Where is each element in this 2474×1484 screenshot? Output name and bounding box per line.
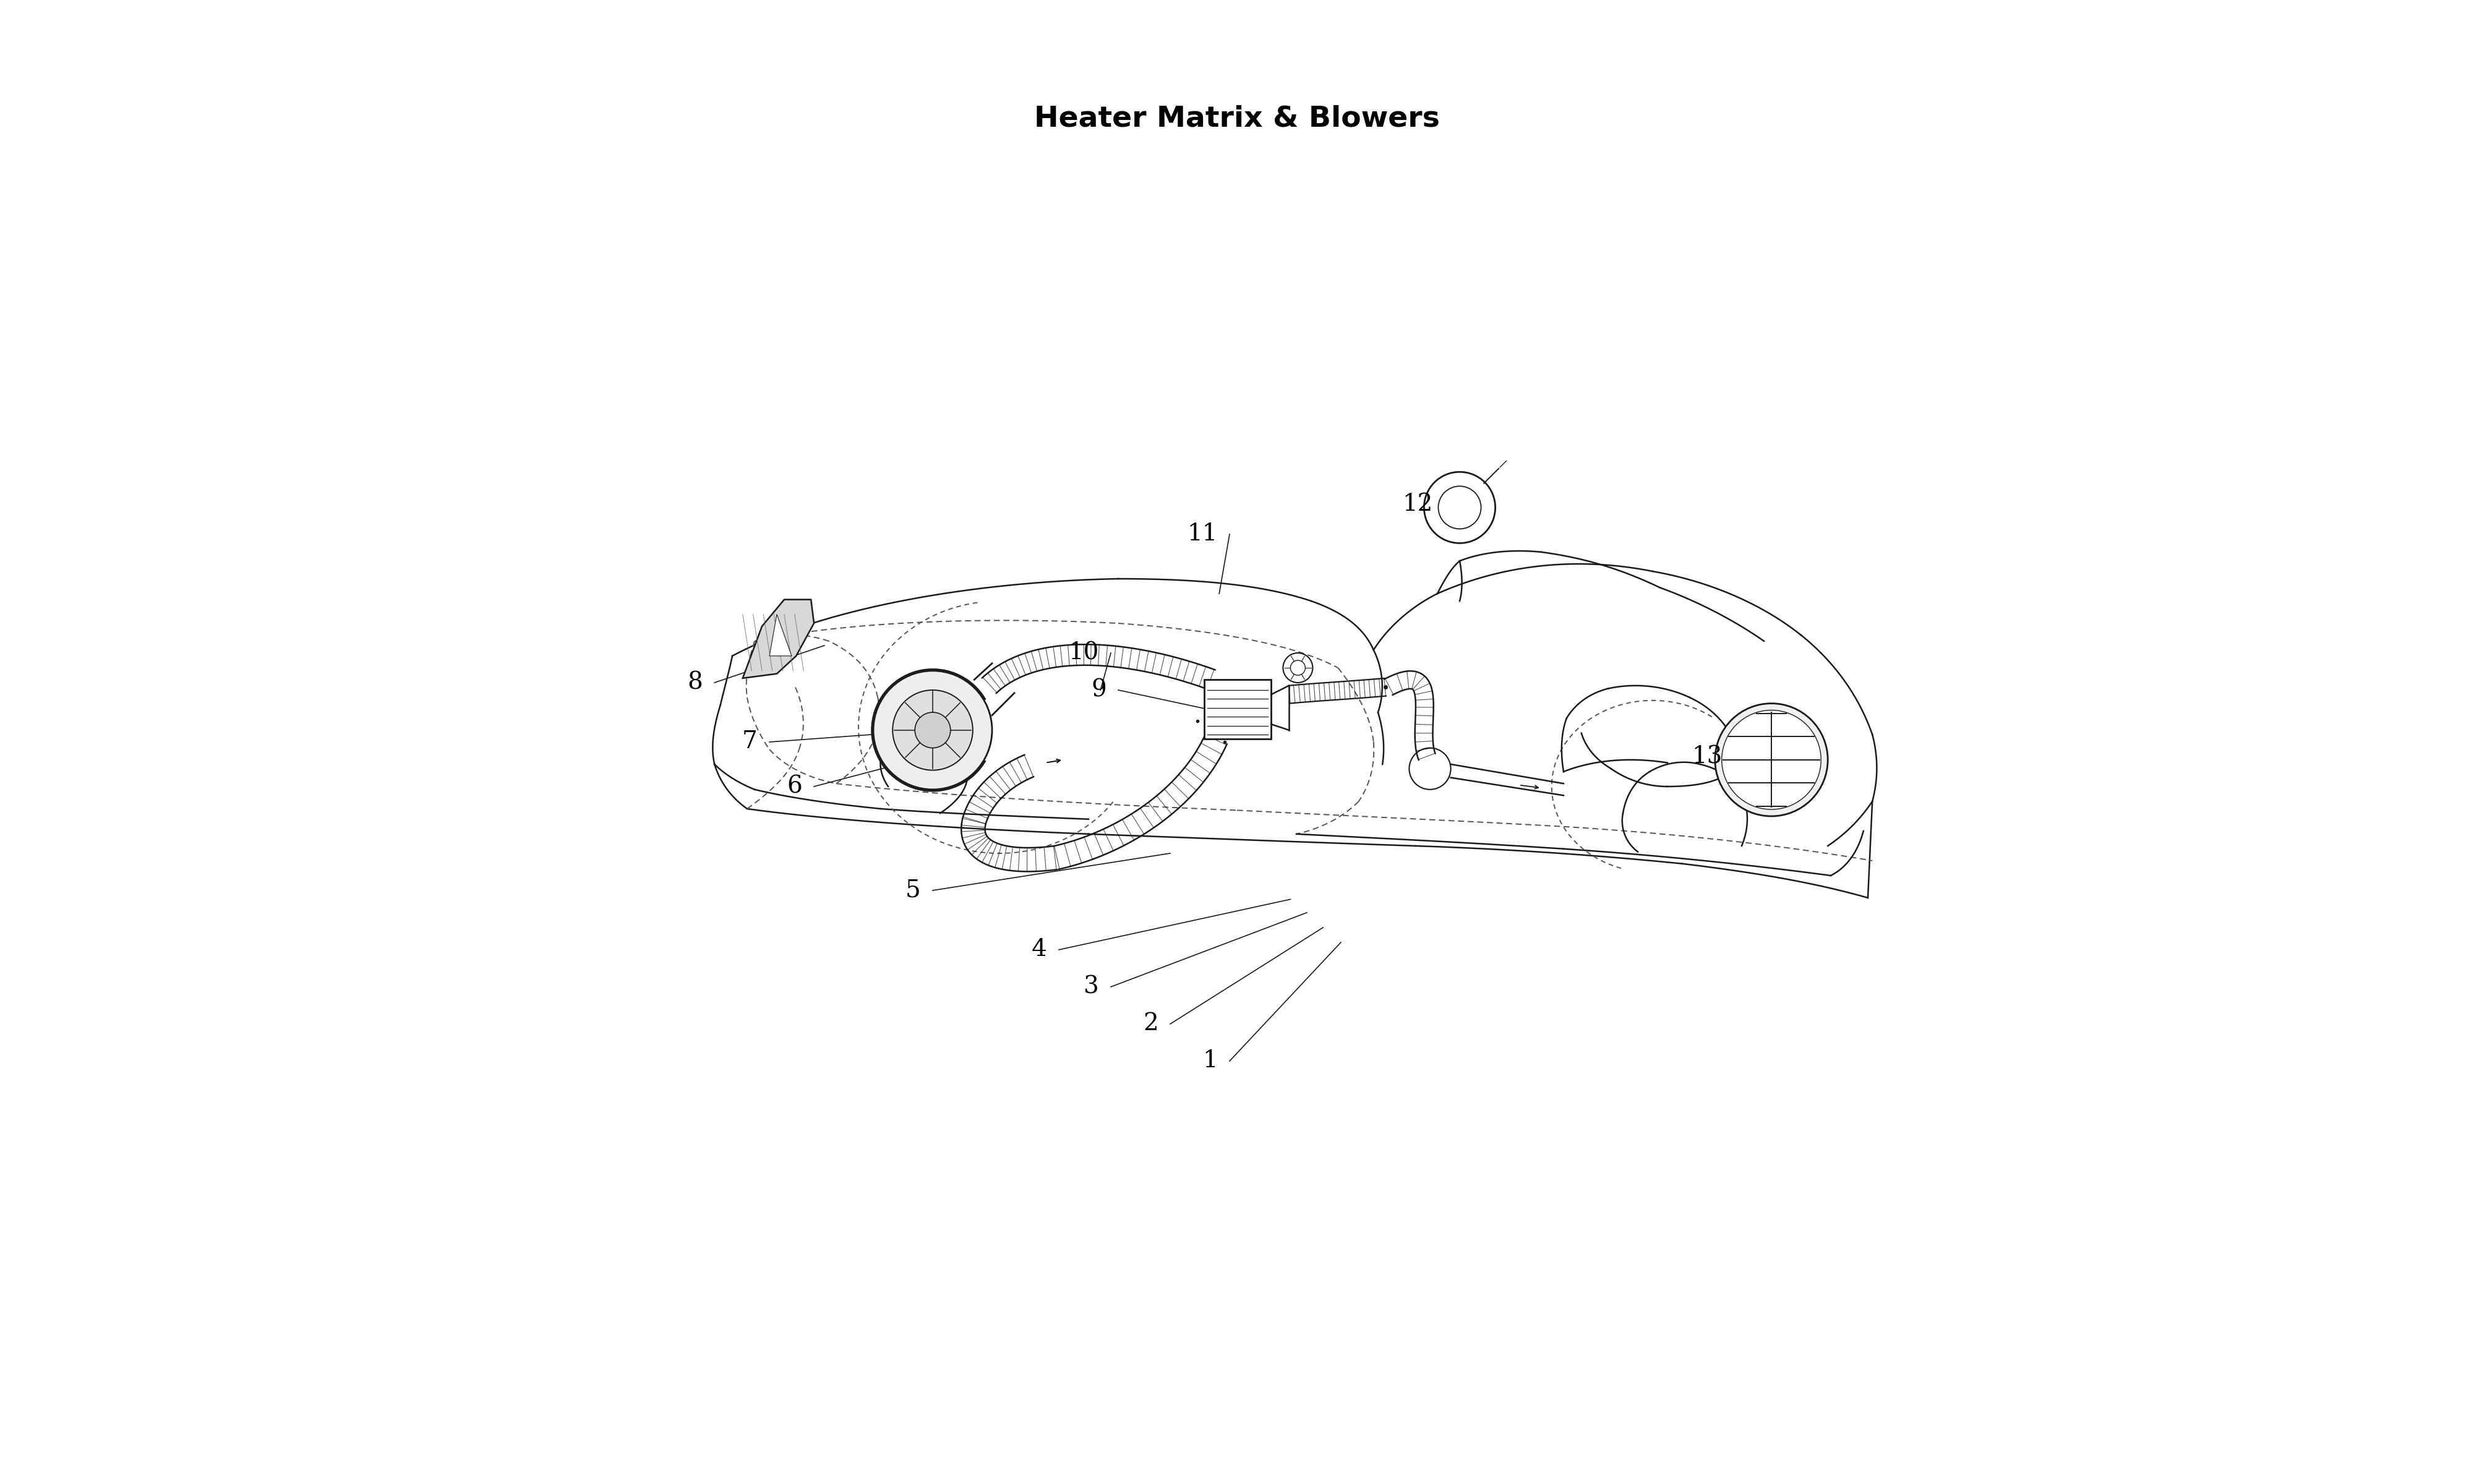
Circle shape bbox=[1437, 487, 1482, 528]
Polygon shape bbox=[769, 614, 792, 656]
Text: Heater Matrix & Blowers: Heater Matrix & Blowers bbox=[1034, 105, 1440, 132]
Text: 3: 3 bbox=[1084, 975, 1098, 999]
Circle shape bbox=[1425, 472, 1494, 543]
Circle shape bbox=[1714, 703, 1828, 816]
Text: 9: 9 bbox=[1091, 678, 1106, 702]
Text: 4: 4 bbox=[1032, 938, 1047, 962]
Text: 5: 5 bbox=[905, 879, 920, 902]
Text: 10: 10 bbox=[1069, 641, 1098, 665]
Bar bbox=[1205, 680, 1272, 739]
Circle shape bbox=[893, 690, 972, 770]
Text: 12: 12 bbox=[1403, 493, 1432, 516]
Text: 1: 1 bbox=[1202, 1049, 1217, 1073]
Text: 6: 6 bbox=[787, 775, 802, 798]
Circle shape bbox=[873, 671, 992, 789]
Text: 13: 13 bbox=[1692, 745, 1722, 769]
Text: 2: 2 bbox=[1143, 1012, 1158, 1036]
Text: 8: 8 bbox=[688, 671, 703, 695]
Circle shape bbox=[1722, 711, 1821, 809]
Text: 11: 11 bbox=[1188, 522, 1217, 546]
Circle shape bbox=[915, 712, 950, 748]
Polygon shape bbox=[742, 600, 814, 678]
Text: 7: 7 bbox=[742, 730, 757, 754]
